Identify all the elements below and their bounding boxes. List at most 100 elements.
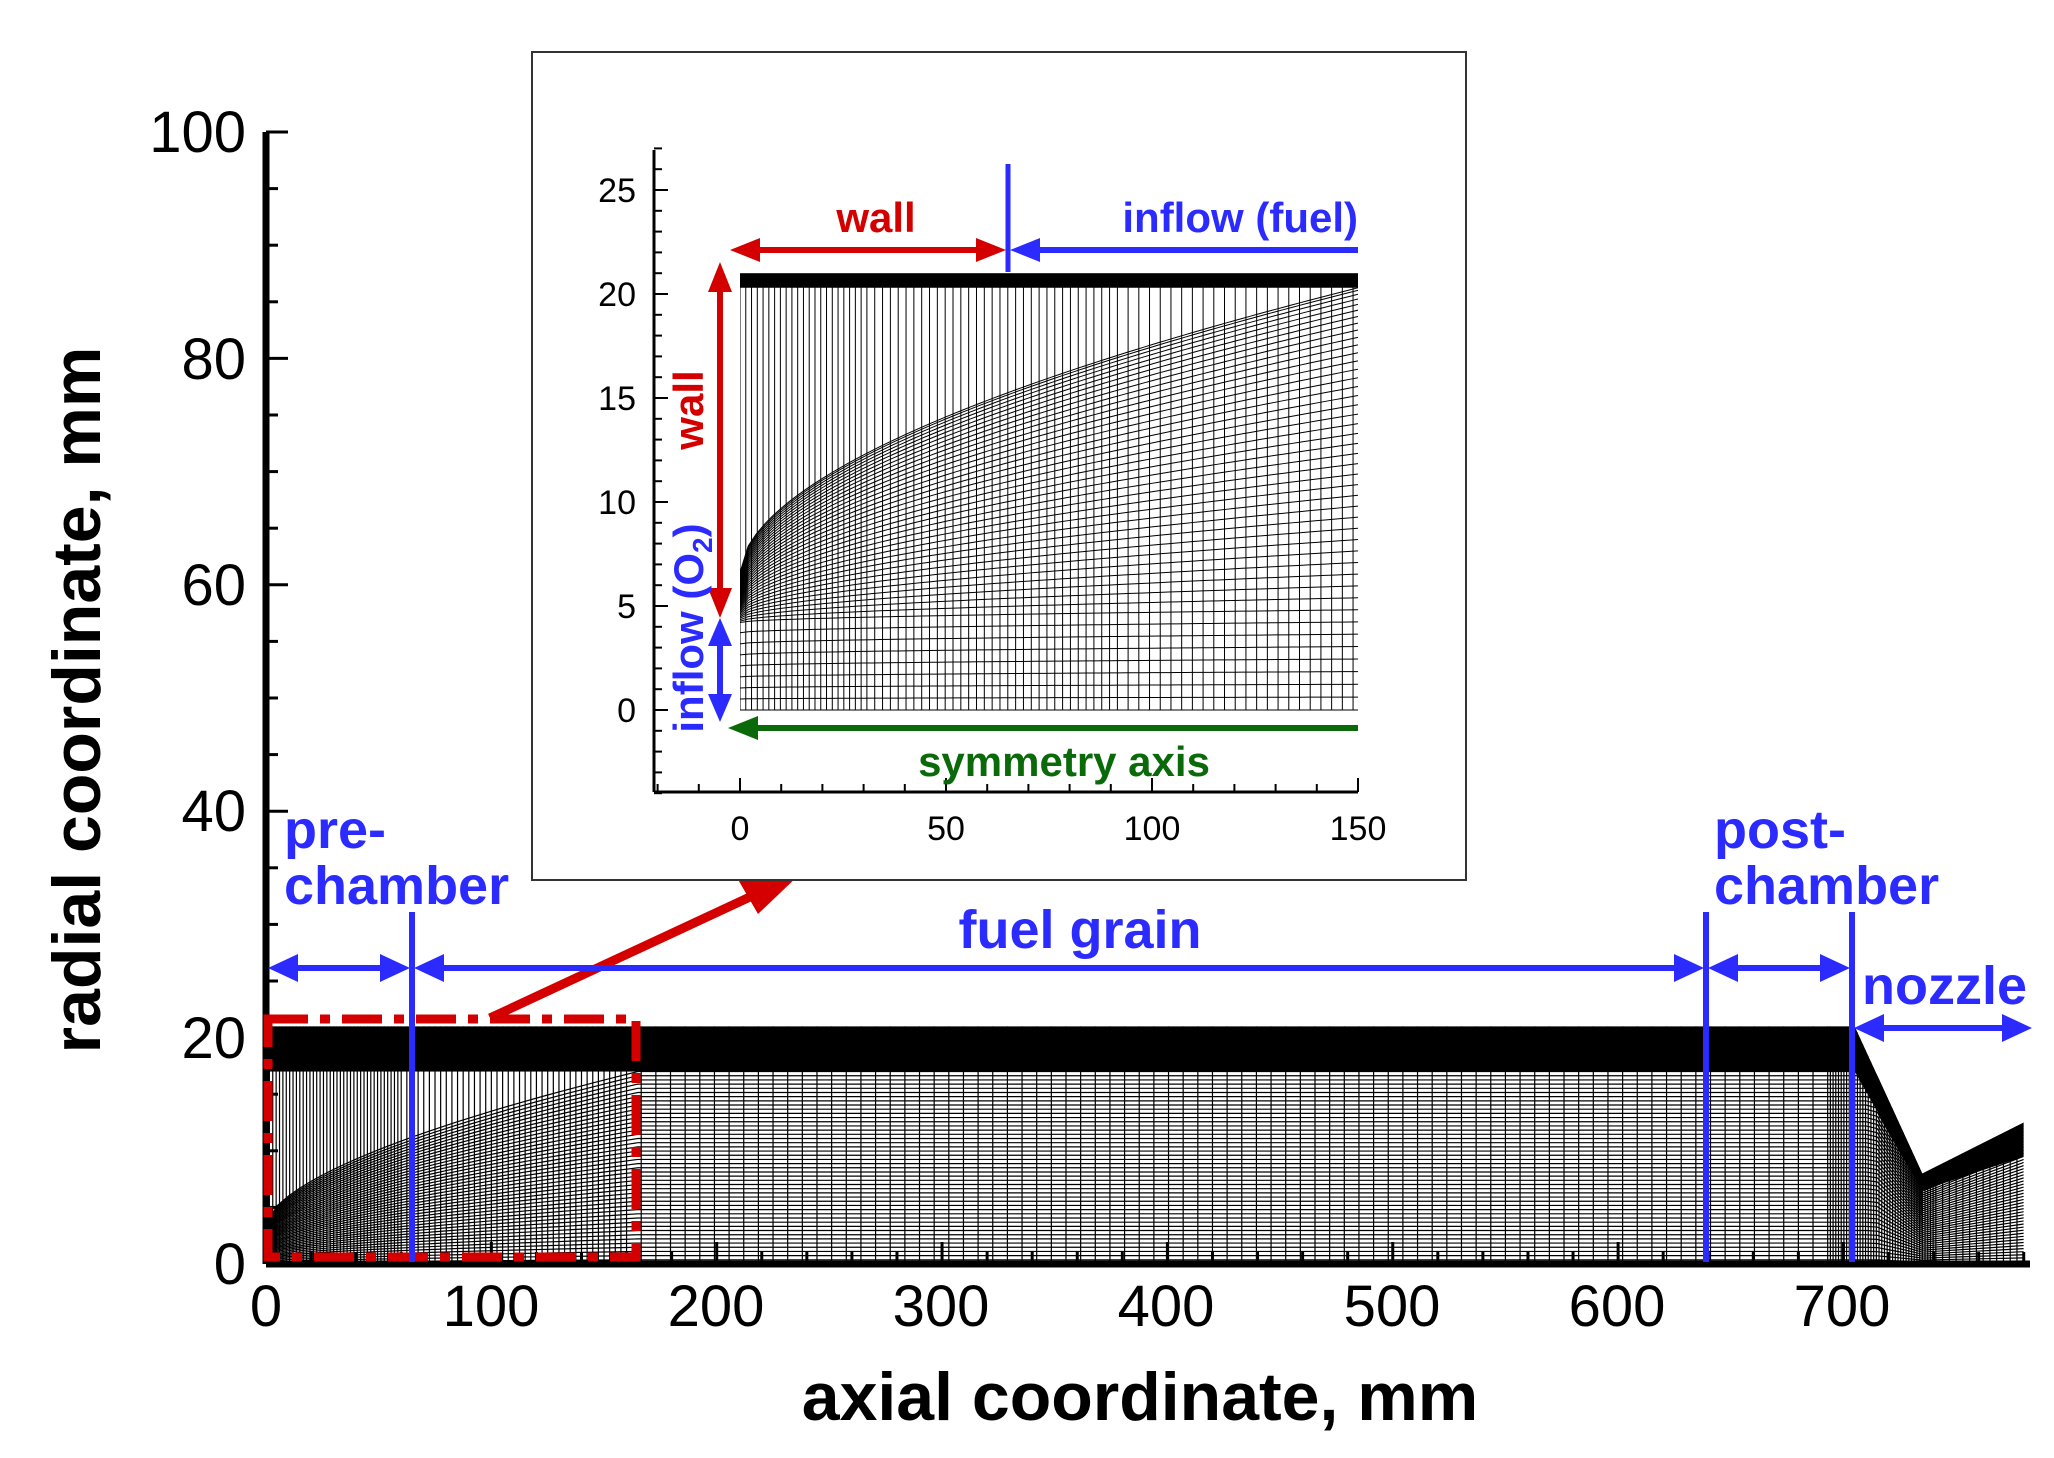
x-tick-label: 300 <box>893 1274 990 1339</box>
inset-left-wall-arrow <box>708 262 732 618</box>
inset-mesh-radial-line <box>740 484 1358 608</box>
fuel-grain-label: fuel grain <box>958 900 1201 960</box>
inset-mesh-radial-line <box>740 432 1358 601</box>
inset-mesh-radial-line <box>740 377 1358 593</box>
inset-mesh-radial-line <box>740 360 1358 590</box>
inset-mesh-radial-line <box>740 386 1358 594</box>
zoom-inset: 0 50 100 150 0 5 10 15 20 25 wall inflow… <box>531 51 1467 881</box>
inset-y-tick-marks <box>654 147 668 795</box>
inset-mesh <box>740 273 1358 711</box>
inset-mesh-radial-line <box>740 671 1358 678</box>
inset-mesh-radial-line <box>740 539 1358 615</box>
pre-chamber-label-line1: pre- <box>284 800 386 860</box>
inset-y-tick-label: 10 <box>598 484 636 522</box>
y-tick-label: 0 <box>214 1232 246 1297</box>
pre-chamber-span-arrow <box>268 954 410 982</box>
inset-mesh-radial-line <box>740 309 1358 580</box>
inset-mesh-radial-line <box>740 315 1358 581</box>
inset-mesh-radial-line <box>740 442 1358 602</box>
post-chamber-label-line2: chamber <box>1714 856 1939 916</box>
inset-mesh-radial-line <box>740 352 1358 588</box>
inset-symmetry-axis-label: symmetry axis <box>918 738 1210 785</box>
inset-x-tick-label: 100 <box>1124 810 1181 848</box>
inset-y-tick-label: 25 <box>598 172 636 210</box>
inset-mesh-radial-line <box>740 404 1358 597</box>
inset-mesh-radial-line <box>740 646 1358 656</box>
inset-mesh-radial-line <box>740 585 1358 621</box>
mesh-radial-line <box>266 1171 2024 1246</box>
mesh-radial-line <box>266 1217 2024 1256</box>
zoom-pointer-arrow <box>488 891 754 1023</box>
inset-mesh-radial-line <box>740 609 1358 624</box>
x-tick-label: 600 <box>1569 1274 1666 1339</box>
inset-top-wall-arrow <box>730 238 1006 262</box>
inset-mesh-radial-line <box>740 621 1358 634</box>
inset-top-wall-label: wall <box>835 194 915 241</box>
nozzle-label: nozzle <box>1862 956 2027 1016</box>
x-tick-label: 100 <box>443 1274 540 1339</box>
inset-inflow-fuel-label: inflow (fuel) <box>1122 194 1358 241</box>
inset-mesh-radial-line <box>740 527 1358 614</box>
inset-mesh-radial-line <box>740 463 1358 605</box>
inset-mesh-radial-line <box>740 303 1358 579</box>
inset-mesh-radial-line <box>740 683 1358 689</box>
inset-mesh-radial-line <box>740 633 1358 645</box>
x-tick-label: 400 <box>1118 1274 1215 1339</box>
inset-mesh-radial-line <box>740 287 1358 573</box>
inset-mesh-radial-line <box>740 696 1358 700</box>
inset-left-wall-label: wall <box>665 370 712 450</box>
inset-inflow-o2-label: inflow (O2) <box>665 523 718 732</box>
x-axis-title: axial coordinate, mm <box>802 1359 1478 1435</box>
inset-mesh-radial-line <box>740 336 1358 586</box>
x-tick-marks <box>264 1242 2026 1264</box>
inset-inflow-o2-arrow <box>708 618 732 722</box>
inset-mesh-radial-line <box>740 293 1358 576</box>
post-chamber-span-arrow <box>1708 954 1850 982</box>
y-tick-marks <box>266 130 288 1266</box>
pre-chamber-label-line2: chamber <box>284 856 509 916</box>
region-boundaries <box>409 912 1855 1262</box>
inset-mesh-radial-line <box>740 289 1358 574</box>
inset-mesh-radial-line <box>740 423 1358 600</box>
inset-mesh-radial-line <box>740 550 1358 616</box>
inset-mesh-radial-line <box>740 298 1358 577</box>
inset-mesh-radial-line <box>740 395 1358 595</box>
inset-y-tick-label: 20 <box>598 276 636 314</box>
inset-mesh-radial-line <box>740 322 1358 583</box>
inset-mesh-radial-line <box>740 573 1358 619</box>
post-chamber-label-line1: post- <box>1714 800 1846 860</box>
mesh-radial-line <box>266 1112 2024 1234</box>
fuel-grain-span-arrow <box>414 954 1704 982</box>
inset-x-tick-marks <box>656 778 1359 792</box>
inset-x-tick-label: 150 <box>1330 810 1387 848</box>
x-tick-label: 700 <box>1794 1274 1891 1339</box>
inset-mesh-radial-line <box>740 368 1358 591</box>
wall-boundary-layer <box>266 1026 1855 1072</box>
inset-symmetry-axis-arrow <box>728 716 1358 740</box>
inset-mesh-radial-line <box>740 597 1358 622</box>
y-tick-label: 60 <box>181 553 246 618</box>
y-tick-label: 80 <box>181 327 246 392</box>
computational-mesh <box>266 1026 2024 1264</box>
y-tick-label: 20 <box>181 1006 246 1071</box>
y-axis-title: radial coordinate, mm <box>39 347 115 1054</box>
inset-y-tick-label: 15 <box>598 380 636 418</box>
inset-mesh-radial-line <box>740 329 1358 584</box>
inset-inflow-fuel-arrow <box>1010 238 1358 262</box>
zoom-region-box <box>263 1014 641 1262</box>
inset-y-tick-label: 5 <box>617 588 636 626</box>
nozzle-wall-layer <box>1854 1026 2024 1191</box>
inset-mesh-radial-line <box>740 505 1358 611</box>
mesh-radial-line <box>266 1246 2024 1262</box>
inset-mesh-radial-line <box>740 452 1358 604</box>
inset-y-tick-label: 0 <box>617 692 636 730</box>
x-tick-label: 0 <box>250 1274 282 1339</box>
inset-x-tick-label: 50 <box>927 810 965 848</box>
zoom-pointer-arrowhead <box>736 874 800 914</box>
nozzle-span-arrow <box>1854 1014 2032 1042</box>
inset-mesh-radial-line <box>740 344 1358 587</box>
inset-mesh-radial-line <box>740 494 1358 609</box>
x-tick-label: 200 <box>668 1274 765 1339</box>
inset-mesh-radial-line <box>740 516 1358 612</box>
